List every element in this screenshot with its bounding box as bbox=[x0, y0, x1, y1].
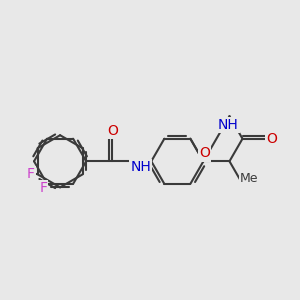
Text: NH: NH bbox=[130, 160, 151, 174]
Text: O: O bbox=[107, 124, 118, 138]
Text: F: F bbox=[39, 181, 47, 195]
Text: O: O bbox=[199, 146, 210, 161]
Text: O: O bbox=[266, 132, 277, 146]
Text: NH: NH bbox=[218, 118, 238, 132]
Text: Me: Me bbox=[240, 172, 258, 184]
Text: F: F bbox=[27, 167, 35, 181]
